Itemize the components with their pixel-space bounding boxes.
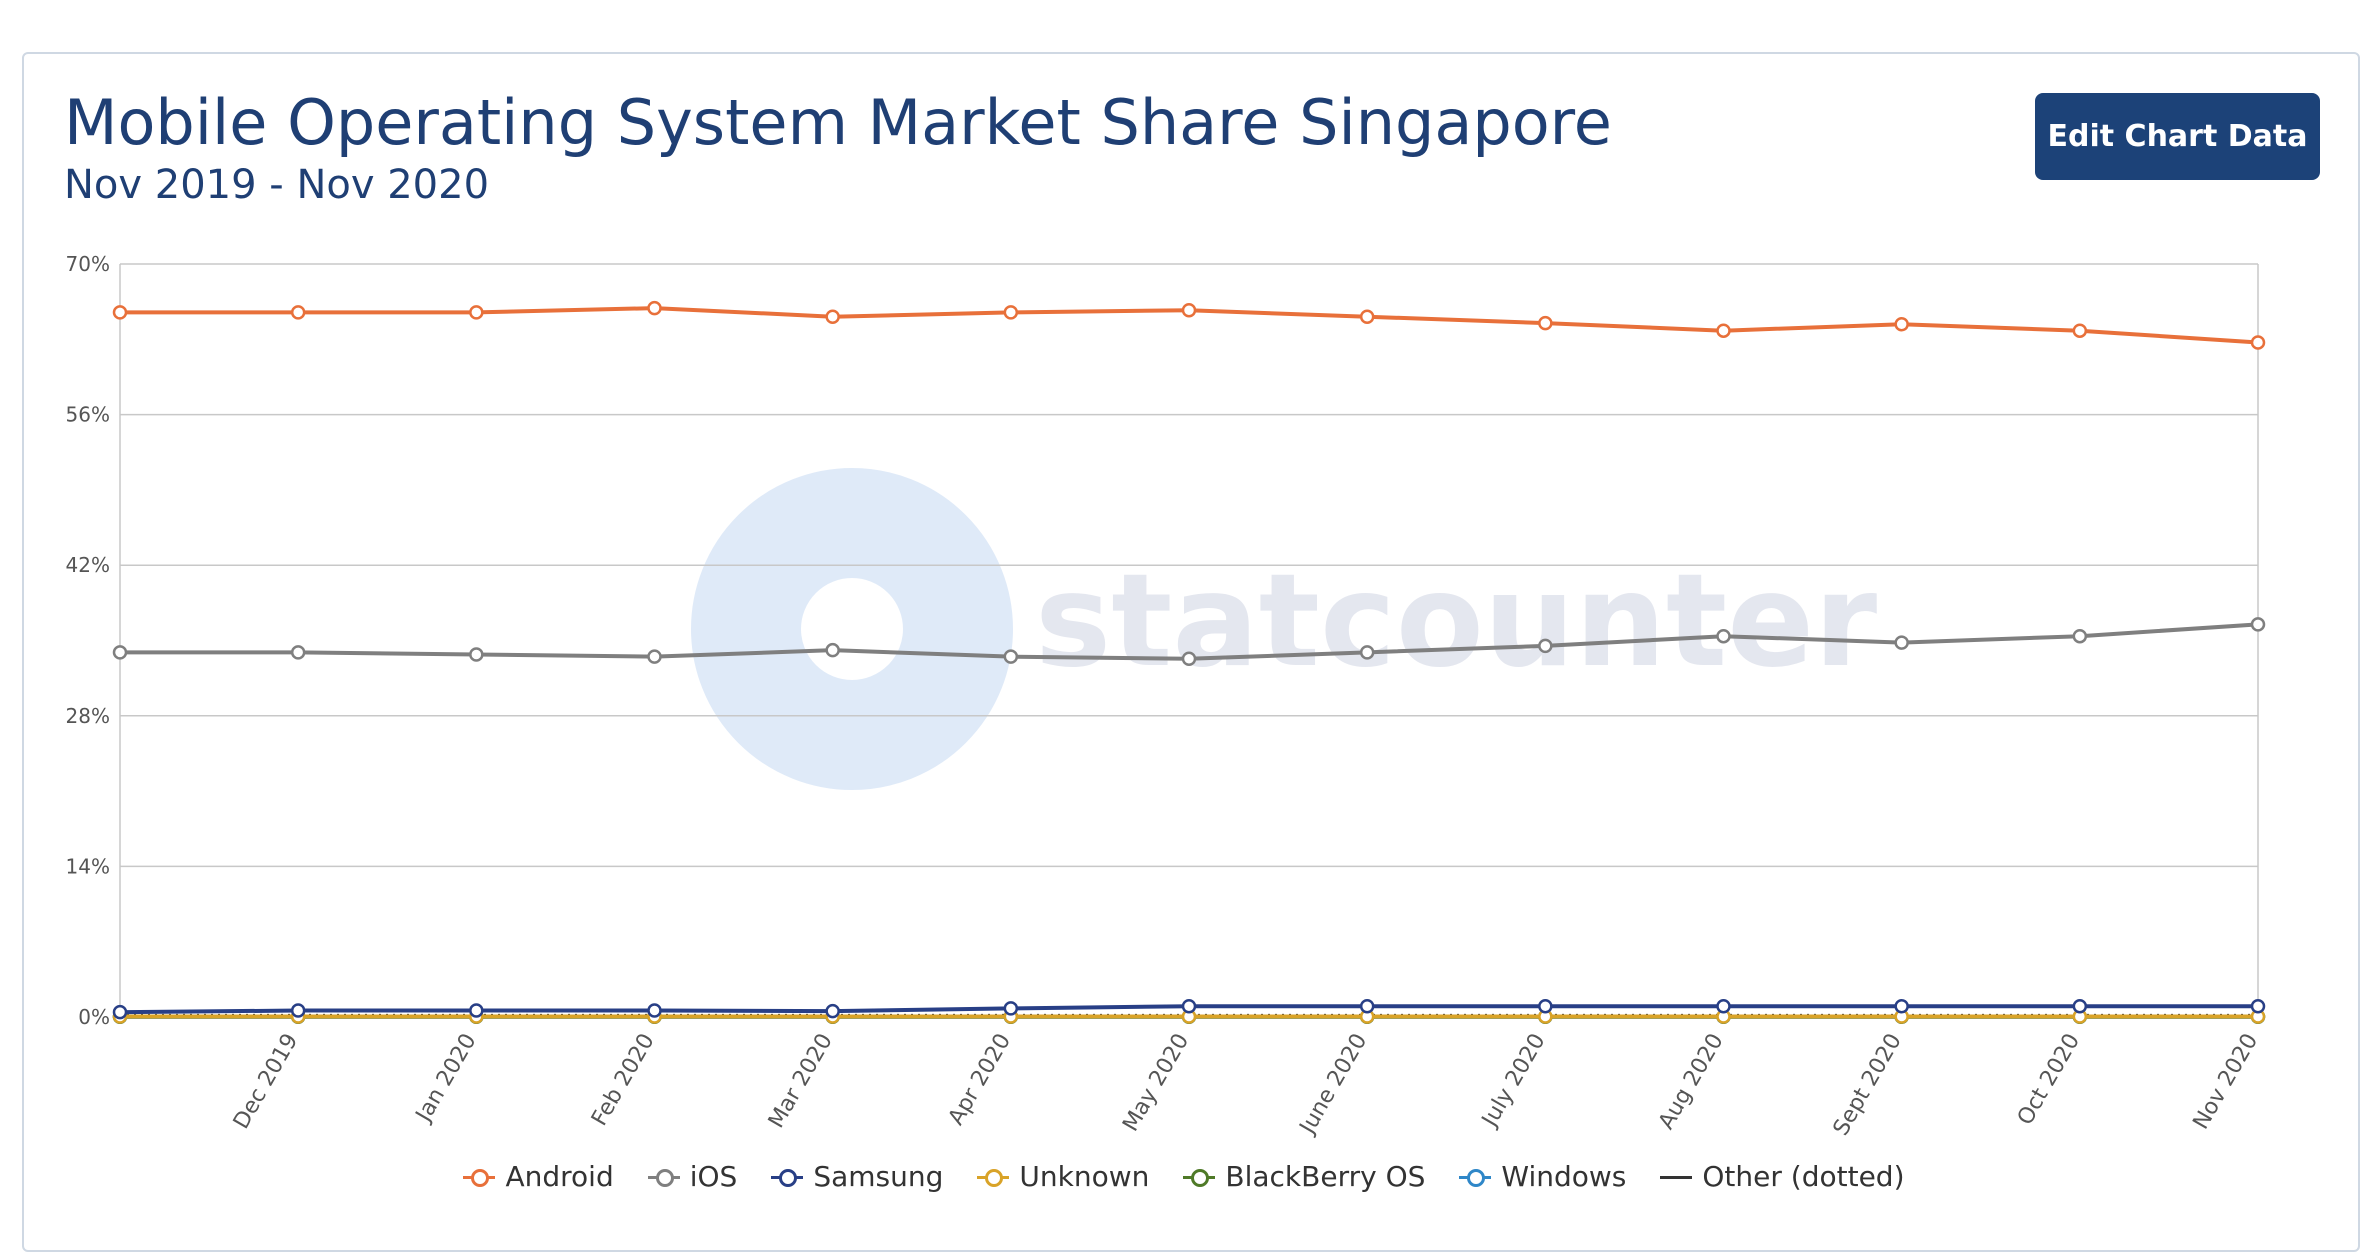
data-point[interactable] <box>825 309 840 324</box>
data-point[interactable] <box>469 305 484 320</box>
data-point[interactable] <box>1181 998 1197 1014</box>
x-tick-label: July 2020 <box>1477 1030 1551 1133</box>
data-point[interactable] <box>1003 305 1019 320</box>
legend-marker-icon <box>977 1167 1010 1187</box>
data-point[interactable] <box>2250 617 2266 632</box>
legend-marker-icon <box>463 1167 496 1187</box>
y-tick-label: 0% <box>78 1005 110 1029</box>
data-point[interactable] <box>1894 998 1909 1014</box>
data-point[interactable] <box>2250 335 2266 350</box>
x-tick-label: Dec 2019 <box>229 1030 303 1134</box>
data-point[interactable] <box>1538 998 1553 1014</box>
edit-chart-data-button[interactable]: Edit Chart Data <box>2035 93 2320 180</box>
legend-marker-icon <box>647 1167 680 1187</box>
legend-label: iOS <box>689 1160 738 1193</box>
watermark-logo-ring <box>691 468 1013 790</box>
data-point[interactable] <box>290 1003 306 1018</box>
chart-series <box>112 300 2266 1025</box>
legend-label: BlackBerry OS <box>1225 1160 1426 1193</box>
data-point[interactable] <box>469 647 484 662</box>
data-point[interactable] <box>1716 998 1731 1014</box>
data-point[interactable] <box>1716 323 1731 338</box>
legend-marker-icon <box>1459 1167 1492 1187</box>
data-point[interactable] <box>112 1004 128 1020</box>
legend-item-unknown[interactable]: Unknown <box>977 1160 1149 1193</box>
legend-item-blackberry-os[interactable]: BlackBerry OS <box>1183 1160 1425 1193</box>
data-point[interactable] <box>1538 315 1553 331</box>
y-tick-label: 28% <box>66 704 110 728</box>
series-samsung[interactable] <box>112 998 2266 1020</box>
legend-item-other-dotted-[interactable]: Other (dotted) <box>1660 1160 1905 1193</box>
legend-item-android[interactable]: Android <box>463 1160 614 1193</box>
y-tick-label: 70% <box>66 252 110 276</box>
x-tick-label: June 2020 <box>1294 1030 1372 1140</box>
data-point[interactable] <box>1003 649 1019 664</box>
data-point[interactable] <box>290 305 306 320</box>
legend-item-samsung[interactable]: Samsung <box>771 1160 943 1193</box>
x-tick-label: Nov 2020 <box>2189 1030 2264 1134</box>
legend-item-ios[interactable]: iOS <box>647 1160 738 1193</box>
legend-label: Other (dotted) <box>1702 1160 1905 1193</box>
legend-label: Windows <box>1501 1160 1627 1193</box>
statcounter-watermark: statcounter <box>691 468 1877 790</box>
data-point[interactable] <box>2250 998 2266 1014</box>
data-point[interactable] <box>647 300 662 316</box>
x-axis: Dec 2019 Jan 2020 Feb 2020 Mar 2020 Apr 2020… <box>229 1030 2263 1140</box>
data-point[interactable] <box>1181 651 1197 667</box>
x-tick-label: Aug 2020 <box>1654 1030 1729 1134</box>
data-point[interactable] <box>469 1003 484 1018</box>
legend-marker-icon <box>1183 1167 1216 1187</box>
y-tick-label: 42% <box>66 553 110 577</box>
data-point[interactable] <box>1359 998 1375 1014</box>
x-tick-label: Sept 2020 <box>1829 1030 1907 1140</box>
data-point[interactable] <box>647 649 662 664</box>
legend-marker-icon <box>1660 1167 1693 1187</box>
data-point[interactable] <box>290 645 306 660</box>
data-point[interactable] <box>1894 316 1909 332</box>
data-point[interactable] <box>112 645 128 660</box>
data-point[interactable] <box>825 642 840 658</box>
data-point[interactable] <box>2072 628 2088 644</box>
data-point[interactable] <box>1538 638 1553 654</box>
data-point[interactable] <box>647 1003 662 1018</box>
x-tick-label: Oct 2020 <box>2013 1030 2085 1130</box>
data-point[interactable] <box>112 305 128 320</box>
data-point[interactable] <box>2072 323 2088 338</box>
legend-item-windows[interactable]: Windows <box>1459 1160 1626 1193</box>
x-tick-label: Apr 2020 <box>944 1030 1016 1130</box>
y-tick-label: 14% <box>66 854 110 878</box>
data-point[interactable] <box>825 1003 840 1019</box>
x-tick-label: Feb 2020 <box>587 1030 660 1131</box>
data-point[interactable] <box>1894 635 1909 650</box>
data-point[interactable] <box>1359 309 1375 324</box>
legend-label: Samsung <box>813 1160 944 1193</box>
data-point[interactable] <box>1181 303 1197 318</box>
series-android[interactable] <box>112 300 2266 350</box>
data-point[interactable] <box>2072 998 2088 1014</box>
line-chart: statcounter 0% 14% 28% 42% 56% 70% Dec 2019 Ja… <box>66 252 2266 1140</box>
data-point[interactable] <box>1003 1001 1019 1016</box>
chart-legend: Android iOS Samsung Unknown BlackBerry OS Win… <box>0 1160 2368 1193</box>
y-axis: 0% 14% 28% 42% 56% 70% <box>66 252 110 1029</box>
data-point[interactable] <box>1716 628 1731 644</box>
x-tick-label: Mar 2020 <box>764 1030 838 1133</box>
x-tick-label: Jan 2020 <box>410 1030 481 1128</box>
series-ios[interactable] <box>112 617 2266 667</box>
chart-subtitle: Nov 2019 - Nov 2020 <box>64 162 490 208</box>
legend-label: Android <box>505 1160 614 1193</box>
legend-label: Unknown <box>1019 1160 1150 1193</box>
legend-marker-icon <box>771 1167 804 1187</box>
watermark-text: statcounter <box>1035 547 1877 696</box>
chart-title: Mobile Operating System Market Share Sin… <box>64 86 1612 159</box>
x-tick-label: May 2020 <box>1118 1030 1194 1136</box>
y-tick-label: 56% <box>66 403 110 427</box>
data-point[interactable] <box>1359 645 1375 660</box>
